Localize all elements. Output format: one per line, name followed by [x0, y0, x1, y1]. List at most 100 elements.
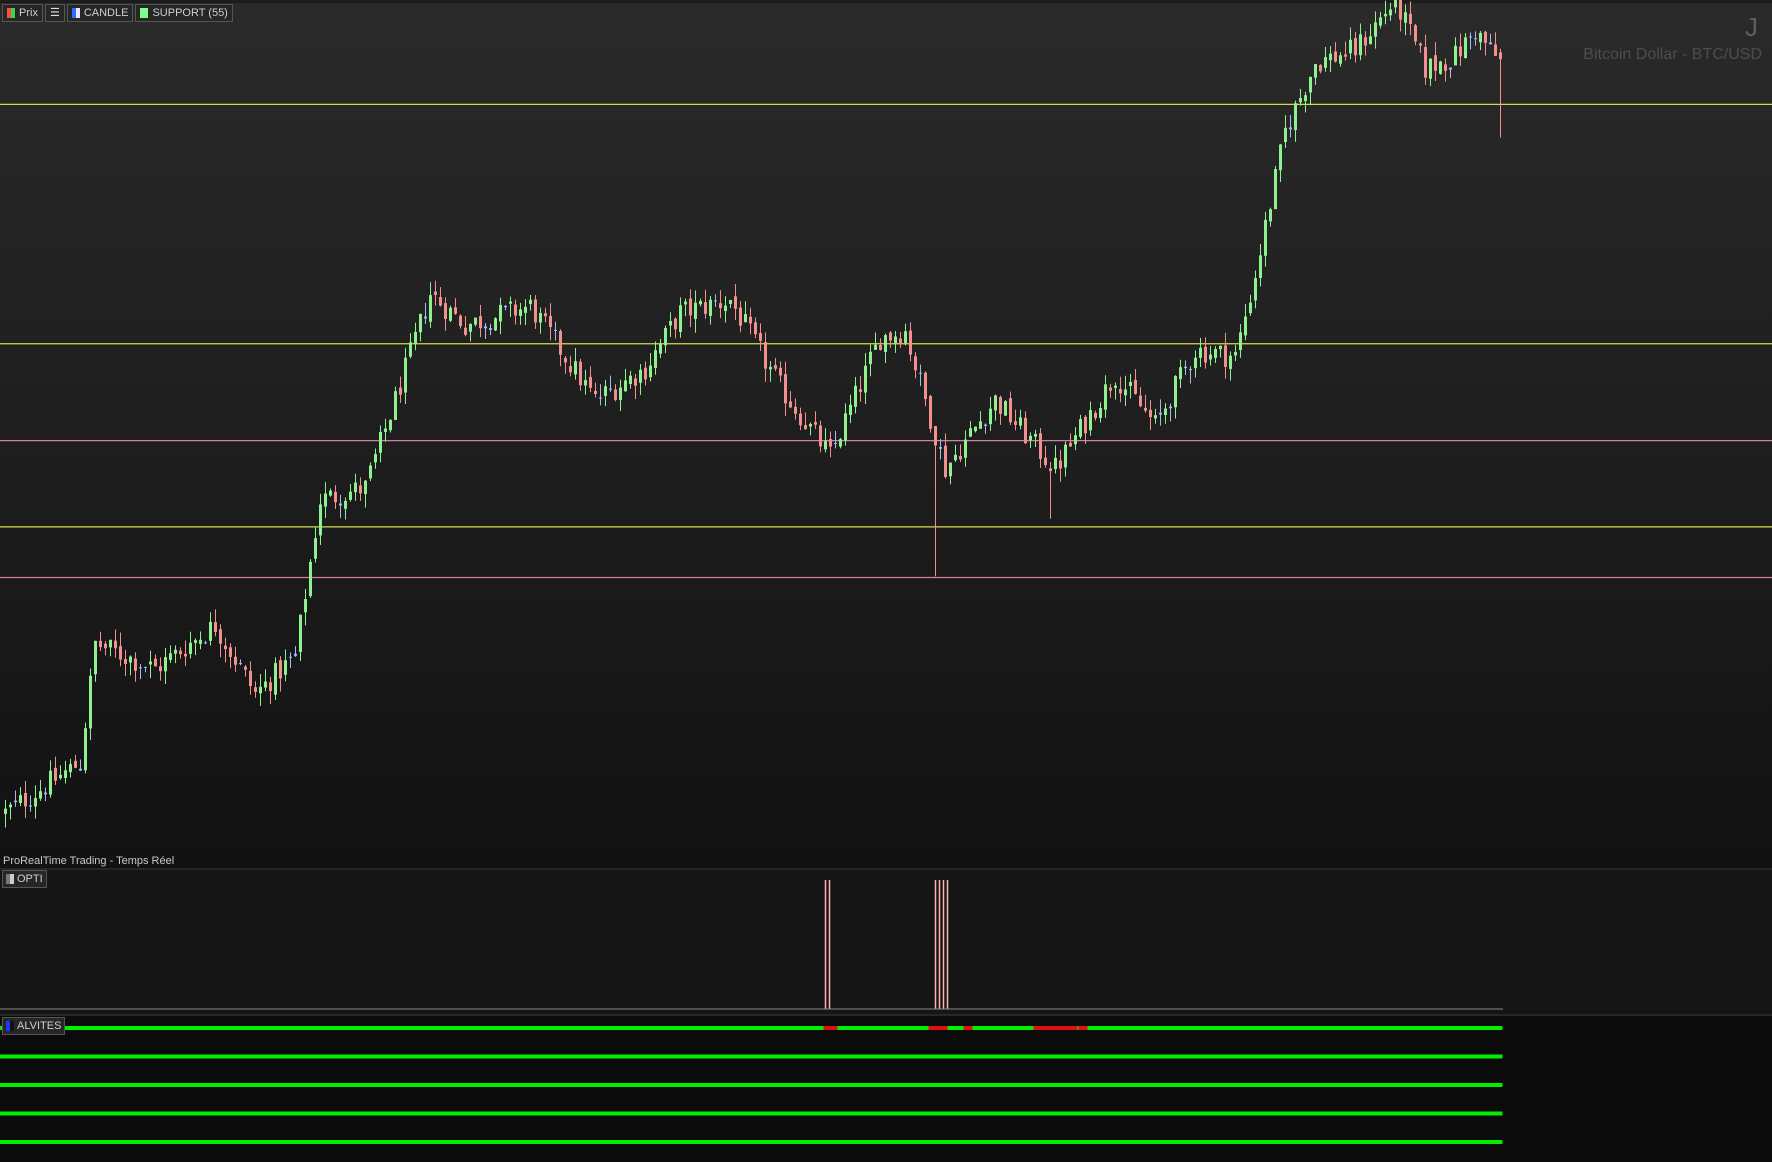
- candle-body: [584, 380, 587, 386]
- candle-body: [519, 309, 522, 316]
- candle-body: [84, 728, 87, 771]
- candle-body: [394, 391, 397, 420]
- candle-body: [649, 365, 652, 378]
- candle-body: [1284, 127, 1287, 143]
- price-chart[interactable]: [0, 0, 1772, 870]
- candle-body: [1364, 37, 1367, 46]
- candle-body: [1309, 76, 1312, 93]
- alvites-pane[interactable]: [0, 1016, 1772, 1162]
- candle-body: [429, 295, 432, 322]
- candle-body: [1064, 444, 1067, 468]
- candle-body: [1219, 345, 1222, 350]
- candle-body: [1349, 39, 1352, 54]
- candle-body: [154, 658, 157, 667]
- candle-body: [1394, 0, 1397, 8]
- candle-body: [969, 428, 972, 437]
- candle-body: [844, 413, 847, 441]
- candle-body: [409, 342, 412, 357]
- candle-body: [199, 639, 202, 644]
- opti-pane[interactable]: [0, 870, 1772, 1016]
- candle-body: [1004, 401, 1007, 416]
- candle-body: [1154, 415, 1157, 419]
- candle-body: [514, 304, 517, 316]
- tab-strip[interactable]: [0, 0, 1772, 3]
- candle-body: [639, 369, 642, 383]
- candle-body: [559, 330, 562, 355]
- candle-body: [1279, 144, 1282, 171]
- candle-body: [54, 767, 57, 781]
- candle-body: [459, 315, 462, 327]
- candle-body: [774, 365, 777, 369]
- candle-body: [824, 440, 827, 450]
- candle-body: [704, 302, 707, 314]
- candle-body: [914, 356, 917, 371]
- candle-body: [254, 687, 257, 692]
- candle-body: [499, 304, 502, 322]
- candle-body: [1109, 387, 1112, 391]
- candle-body: [444, 303, 447, 319]
- candle-body: [719, 303, 722, 309]
- candle-body: [529, 299, 532, 305]
- candle-body: [1034, 433, 1037, 437]
- candle-body: [1324, 57, 1327, 68]
- candle-body: [94, 640, 97, 675]
- legend-settings[interactable]: ☰: [44, 4, 65, 22]
- candle-body: [9, 804, 12, 808]
- price-levels: [0, 103, 1772, 579]
- candle-body: [1159, 412, 1162, 415]
- candle-body: [404, 357, 407, 393]
- candle-body: [14, 800, 17, 803]
- legend-candle-label: CANDLE: [83, 7, 129, 19]
- candle-body: [1194, 357, 1197, 369]
- candle-body: [954, 454, 957, 461]
- candle-body: [804, 425, 807, 430]
- candle-body: [964, 439, 967, 458]
- candle-body: [554, 329, 557, 331]
- candle-body: [849, 404, 852, 416]
- candle-body: [629, 375, 632, 384]
- candle-body: [414, 331, 417, 344]
- candle-body: [1189, 369, 1192, 371]
- candle-body: [1259, 255, 1262, 278]
- candle-body: [289, 656, 292, 658]
- candle-body: [354, 482, 357, 493]
- support-swatch-icon: [140, 8, 149, 18]
- candle-body: [1204, 346, 1207, 363]
- candle-body: [1474, 38, 1477, 40]
- alvites-swatch-icon: [6, 1021, 14, 1031]
- candle-body: [769, 366, 772, 370]
- candle-body: [1129, 381, 1132, 387]
- candle-body: [1209, 354, 1212, 360]
- candle-body: [539, 313, 542, 323]
- candle-body: [1104, 384, 1107, 410]
- candle-body: [274, 663, 277, 695]
- candle-body: [664, 327, 667, 346]
- candle-body: [574, 361, 577, 375]
- candle-body: [809, 423, 812, 427]
- candle-body: [1319, 65, 1322, 72]
- candle-body: [139, 667, 142, 669]
- candle-body: [64, 770, 67, 778]
- candle-body: [1049, 468, 1052, 472]
- candle-body: [359, 485, 362, 494]
- alvites-background: [0, 1016, 1772, 1162]
- candle-body: [309, 561, 312, 597]
- candle-body: [734, 296, 737, 309]
- opti-pane-label[interactable]: OPTI: [2, 870, 47, 888]
- candle-body: [984, 424, 987, 426]
- candle-body: [689, 298, 692, 316]
- alvites-pane-label[interactable]: ALVITES: [2, 1017, 66, 1035]
- legend-price[interactable]: Prix: [2, 4, 43, 22]
- candle-body: [1224, 345, 1227, 367]
- candle-body: [939, 447, 942, 449]
- candle-body: [1329, 53, 1332, 61]
- legend-support[interactable]: SUPPORT (55): [135, 4, 233, 22]
- list-icon: ☰: [49, 7, 60, 19]
- candle-body: [634, 378, 637, 386]
- candle-body: [604, 386, 607, 396]
- candle-body: [184, 653, 187, 657]
- candle-body: [1294, 103, 1297, 131]
- legend-candle[interactable]: CANDLE: [66, 4, 134, 22]
- candle-body: [169, 653, 172, 660]
- candle-body: [1234, 352, 1237, 356]
